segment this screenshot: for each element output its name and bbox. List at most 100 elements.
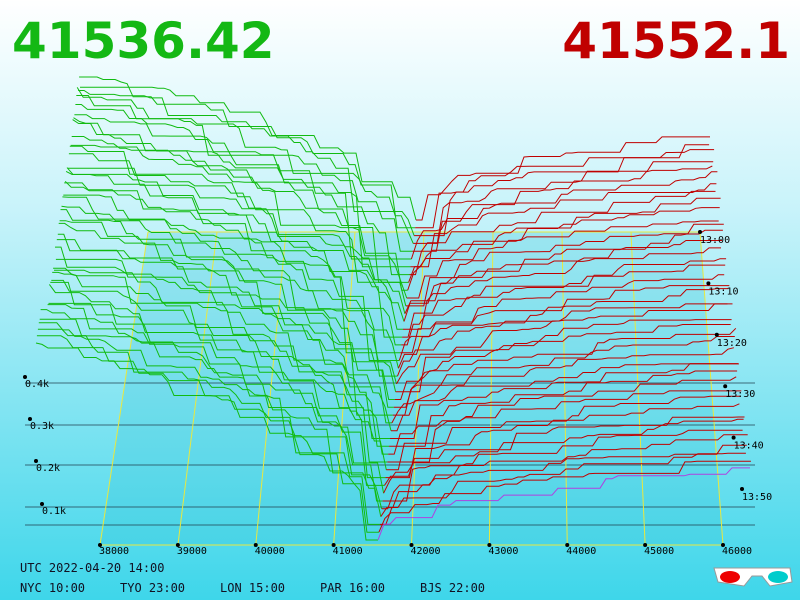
depth-label: 0.1k — [42, 506, 66, 517]
price-grid-line — [333, 231, 356, 546]
price-label: 39000 — [177, 546, 207, 557]
depth-dot — [23, 375, 27, 379]
bid-curve — [52, 271, 389, 455]
bid-price: 41536.42 — [12, 12, 275, 70]
depth-dot — [40, 502, 44, 506]
bid-curve — [61, 205, 398, 377]
time-label: 13:40 — [734, 441, 764, 452]
bid-curve — [64, 182, 401, 354]
ask-curve — [410, 183, 717, 268]
bid-curve — [50, 281, 387, 470]
bid-curve — [68, 153, 406, 314]
bid-curve — [73, 117, 410, 276]
ask-curve — [409, 190, 716, 276]
time-dot — [706, 281, 711, 286]
ask-curve — [402, 258, 727, 338]
price-label: 45000 — [644, 546, 674, 557]
bid-curve — [56, 239, 393, 416]
price-dot — [175, 543, 180, 547]
ask-curve — [406, 220, 719, 299]
bid-curve — [48, 284, 386, 479]
time-label: 13:30 — [725, 389, 755, 400]
price-dot — [721, 543, 725, 547]
ask-curve — [398, 285, 730, 361]
ask-curve — [387, 390, 742, 463]
bid-curve — [65, 170, 403, 338]
ask-curve — [403, 240, 722, 322]
price-label: 46000 — [722, 546, 752, 557]
price-label: 40000 — [255, 546, 285, 557]
ask-curve — [390, 363, 738, 439]
price-grid-line — [177, 231, 218, 546]
price-label: 43000 — [488, 546, 518, 557]
bid-curve — [71, 136, 408, 291]
time-dot — [698, 230, 702, 234]
bid-curve — [53, 267, 390, 447]
bid-curve — [63, 194, 400, 361]
price-dot — [98, 543, 102, 547]
zone-time: LON 15:00 — [220, 581, 285, 595]
ask-curve — [410, 171, 718, 260]
ask-price: 41552.1 — [562, 12, 790, 70]
price-grid-line — [488, 231, 494, 546]
utc-time: UTC 2022-04-20 14:00 — [20, 561, 165, 575]
bid-curve — [70, 144, 408, 299]
ask-curve — [381, 434, 748, 510]
bid-curve — [69, 145, 407, 307]
ask-curve — [380, 444, 747, 517]
price-dot — [253, 543, 258, 547]
price-label: 41000 — [333, 546, 363, 557]
ask-curve — [389, 370, 738, 447]
bid-curve — [64, 180, 402, 346]
bid-curve — [58, 222, 395, 400]
price-dot — [487, 543, 492, 547]
price-grid-line — [561, 231, 568, 546]
bid-curve — [79, 76, 416, 229]
ask-curve — [393, 327, 737, 408]
ask-curve — [384, 416, 745, 486]
price-grid-line — [411, 231, 425, 546]
ask-curve — [392, 336, 735, 416]
ask-curve — [400, 274, 725, 354]
time-label: 13:00 — [700, 235, 730, 246]
bid-curve — [62, 196, 399, 369]
time-zones: NYC 10:00 TYO 23:00 LON 15:00 PAR 16:00 BJS … — [20, 581, 485, 595]
bid-curve — [38, 322, 382, 517]
bid-curve — [55, 258, 392, 424]
ask-curve — [385, 403, 740, 479]
ask-curve — [413, 161, 714, 244]
price-grid-line — [699, 231, 724, 546]
zone-time: PAR 16:00 — [320, 581, 385, 595]
bid-curve — [51, 279, 388, 463]
ask-curve — [397, 288, 729, 369]
ask-curve — [379, 452, 746, 525]
ask-curve — [391, 347, 735, 424]
ask-curve — [416, 136, 710, 221]
ask-curve — [397, 303, 728, 377]
depth-dot — [34, 459, 38, 463]
ask-curve — [391, 363, 739, 432]
ask-curve — [388, 376, 737, 455]
bid-curve — [54, 269, 390, 439]
price-dot — [565, 543, 570, 547]
time-label: 13:10 — [708, 286, 738, 297]
ask-curve — [401, 264, 726, 346]
ask-curve — [403, 247, 721, 330]
bid-curve — [66, 167, 403, 330]
ask-curve — [407, 207, 720, 291]
depth-label: 0.3k — [30, 421, 54, 432]
bid-curve — [80, 86, 417, 221]
bid-curve — [48, 302, 385, 486]
time-dot — [731, 435, 736, 440]
bid-curve — [60, 209, 397, 385]
ask-curve — [396, 303, 733, 385]
price-grid-line — [99, 231, 149, 546]
zone-time: BJS 22:00 — [420, 581, 485, 595]
price-label: 42000 — [410, 546, 440, 557]
price-grid-line — [630, 231, 646, 546]
ask-curve — [382, 429, 743, 502]
zone-time: TYO 23:00 — [120, 581, 185, 595]
ask-curve — [414, 149, 715, 237]
